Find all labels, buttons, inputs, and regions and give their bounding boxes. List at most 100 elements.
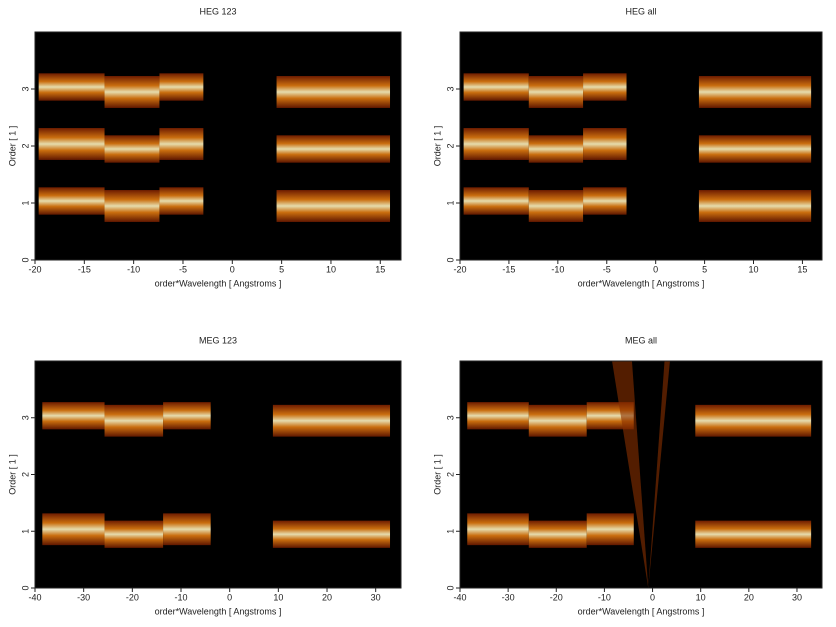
- spectrum-stripe: [463, 73, 529, 101]
- spectrum-stripe: [528, 520, 587, 548]
- panel-title: HEG all: [625, 6, 656, 16]
- x-axis-label: order*Wavelength [ Angstroms ]: [155, 606, 282, 616]
- spectrum-stripe: [583, 187, 627, 215]
- spectrum-stripe: [159, 73, 204, 101]
- spectrum-stripe: [104, 520, 164, 548]
- x-tick-label: -10: [127, 264, 140, 274]
- x-tick-label: 0: [653, 264, 658, 274]
- x-tick-label: 10: [273, 592, 283, 602]
- spectrum-stripe: [42, 402, 105, 430]
- spectrum-stripe: [104, 76, 160, 108]
- y-axis-label: Order [ 1 ]: [7, 126, 17, 167]
- y-tick-label: 1: [20, 200, 30, 205]
- x-tick-label: -10: [598, 592, 611, 602]
- x-tick-label: -20: [550, 592, 563, 602]
- panel: MEG 123 order*Wavelength [ Angstroms ] Ord…: [7, 335, 402, 616]
- x-tick-label: 0: [650, 592, 655, 602]
- spectrum-stripe: [698, 76, 812, 108]
- spectrum-stripe: [272, 404, 391, 437]
- spectrum-stripe: [467, 402, 529, 430]
- x-axis-label: order*Wavelength [ Angstroms ]: [155, 278, 282, 288]
- spectrum-stripe: [42, 513, 105, 546]
- y-tick-label: 0: [20, 585, 30, 590]
- x-tick-label: 30: [371, 592, 381, 602]
- spectrum-stripe: [159, 128, 204, 160]
- spectrum-stripe: [695, 404, 812, 437]
- spectrum-stripe: [163, 402, 211, 430]
- plot-area: [35, 361, 401, 588]
- x-tick-label: -20: [453, 264, 466, 274]
- x-axis-label: order*Wavelength [ Angstroms ]: [578, 278, 705, 288]
- x-tick-label: -10: [551, 264, 564, 274]
- spectrum-stripe: [276, 190, 391, 222]
- spectrum-stripe: [38, 187, 105, 215]
- spectrum-stripe: [583, 73, 627, 101]
- x-tick-label: -5: [603, 264, 611, 274]
- y-tick-label: 0: [445, 257, 455, 262]
- y-tick-label: 2: [445, 143, 455, 148]
- spectrum-stripe: [463, 187, 529, 215]
- spectrum-stripe: [38, 128, 105, 160]
- y-tick-label: 1: [445, 200, 455, 205]
- x-tick-label: 5: [279, 264, 284, 274]
- y-tick-label: 2: [20, 472, 30, 477]
- spectrum-stripe: [276, 135, 391, 163]
- spectrum-stripe: [528, 76, 584, 108]
- x-tick-label: 10: [696, 592, 706, 602]
- spectrum-stripe: [463, 128, 529, 160]
- x-tick-label: -10: [175, 592, 188, 602]
- spectrum-stripe: [104, 404, 164, 437]
- y-tick-label: 3: [445, 86, 455, 91]
- spectrum-stripe: [528, 190, 584, 222]
- x-tick-label: 10: [749, 264, 759, 274]
- x-tick-label: 0: [230, 264, 235, 274]
- spectrum-stripe: [272, 520, 391, 548]
- y-tick-label: 0: [20, 257, 30, 262]
- y-tick-label: 3: [20, 86, 30, 91]
- spectrum-stripe: [583, 128, 627, 160]
- x-tick-label: 30: [792, 592, 802, 602]
- x-tick-label: -30: [77, 592, 90, 602]
- x-tick-label: 10: [326, 264, 336, 274]
- x-axis-label: order*Wavelength [ Angstroms ]: [578, 606, 705, 616]
- panel-title: MEG all: [625, 335, 657, 345]
- panel-title: MEG 123: [199, 335, 237, 345]
- spectrum-stripe: [163, 513, 211, 546]
- panel-title: HEG 123: [199, 6, 236, 16]
- y-tick-label: 0: [445, 585, 455, 590]
- spectrum-stripe: [104, 135, 160, 163]
- y-axis-label: Order [ 1 ]: [432, 454, 442, 495]
- spectrum-stripe: [528, 135, 584, 163]
- x-tick-label: -40: [453, 592, 466, 602]
- x-tick-label: -15: [502, 264, 515, 274]
- x-tick-label: -5: [179, 264, 187, 274]
- y-tick-label: 2: [445, 472, 455, 477]
- y-axis-label: Order [ 1 ]: [7, 454, 17, 495]
- y-tick-label: 1: [445, 529, 455, 534]
- panel: MEG all order*Wavelength [ Angstroms ] Ord…: [432, 335, 823, 616]
- y-tick-label: 3: [20, 415, 30, 420]
- x-tick-label: -20: [28, 264, 41, 274]
- spectrum-stripe: [698, 135, 812, 163]
- x-tick-label: 20: [322, 592, 332, 602]
- spectrum-stripe: [695, 520, 812, 548]
- spectrum-stripe: [38, 73, 105, 101]
- spectrum-stripe: [159, 187, 204, 215]
- x-tick-label: 20: [744, 592, 754, 602]
- y-axis-label: Order [ 1 ]: [432, 126, 442, 167]
- spectrum-stripe: [104, 190, 160, 222]
- spectrum-stripe: [698, 190, 812, 222]
- x-tick-label: 5: [702, 264, 707, 274]
- panel: HEG 123 order*Wavelength [ Angstroms ] Ord…: [7, 6, 402, 288]
- x-tick-label: -40: [28, 592, 41, 602]
- y-tick-label: 2: [20, 143, 30, 148]
- spectrum-stripe: [467, 513, 529, 546]
- x-tick-label: -15: [78, 264, 91, 274]
- spectrum-stripe: [586, 513, 634, 546]
- x-tick-label: 15: [797, 264, 807, 274]
- x-tick-label: 15: [375, 264, 385, 274]
- x-tick-label: -20: [126, 592, 139, 602]
- x-tick-label: 0: [227, 592, 232, 602]
